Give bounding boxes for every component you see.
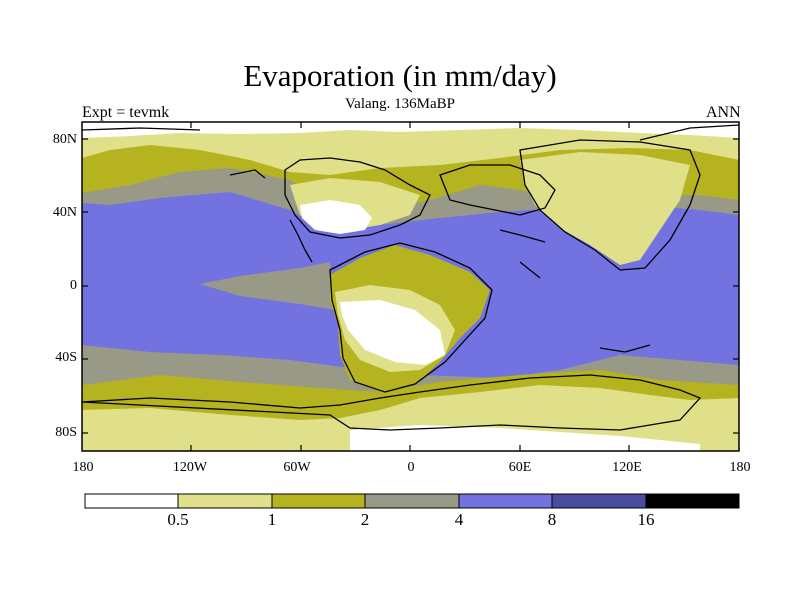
equatorial-grey-tongue: [200, 262, 335, 310]
colorbar-box-1: [84, 493, 179, 509]
coastlines: [82, 124, 739, 431]
laurasia-desert-white: [300, 200, 372, 234]
axis-ticks: [82, 122, 739, 451]
colorbar-box-4: [364, 493, 460, 509]
experiment-label: Expt = tevmk: [82, 104, 170, 121]
colorbar-box-7: [645, 493, 740, 509]
colorbar-box-2: [177, 493, 273, 509]
arctic-white: [82, 122, 739, 138]
season-label: ANN: [706, 104, 741, 121]
x-tick-label-180w: 180: [72, 460, 94, 475]
colorbar-box-6: [551, 493, 647, 509]
antarctica-white: [350, 425, 700, 451]
x-tick-label-120w: 120W: [172, 460, 208, 475]
y-tick-label-40s: 40S: [55, 350, 77, 365]
map-subtitle: Valang. 136MaBP: [345, 96, 455, 112]
colorbar: [84, 493, 740, 509]
colorbar-box-5: [458, 493, 553, 509]
gondwana-desert-white: [340, 300, 445, 365]
colorbar-label-8: 8: [547, 510, 557, 529]
asia-light: [520, 152, 690, 265]
x-tick-label-60e: 60E: [508, 460, 532, 475]
y-tick-label-40n: 40N: [52, 205, 77, 220]
colorbar-label-2: 2: [360, 510, 370, 529]
x-tick-label-120e: 120E: [612, 460, 642, 475]
colorbar-label-4: 4: [454, 510, 464, 529]
colorbar-box-3: [271, 493, 366, 509]
colorbar-label-16: 16: [637, 510, 655, 529]
y-tick-label-80s: 80S: [55, 425, 77, 440]
x-tick-label-0: 0: [407, 460, 415, 475]
arctic-light: [82, 122, 739, 175]
x-tick-label-60w: 60W: [283, 460, 311, 475]
y-tick-label-80n: 80N: [52, 132, 77, 147]
colorbar-label-0-5: 0.5: [167, 510, 189, 529]
map-title: Evaporation (in mm/day): [243, 58, 557, 93]
x-tick-label-180e: 180: [729, 460, 751, 475]
colorbar-label-1: 1: [267, 510, 277, 529]
y-tick-label-0: 0: [70, 278, 77, 293]
